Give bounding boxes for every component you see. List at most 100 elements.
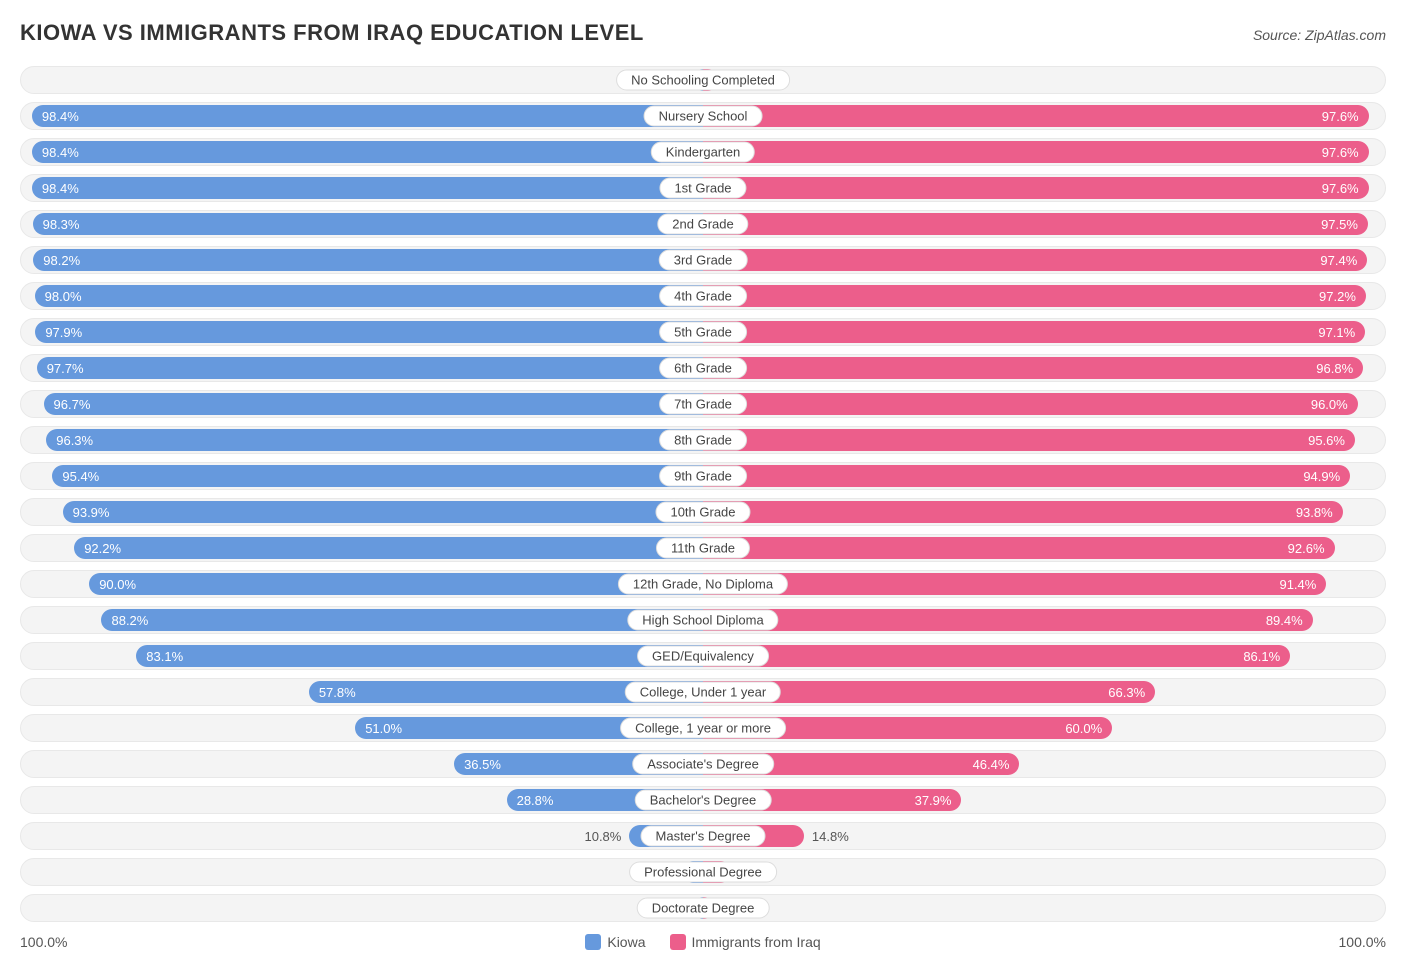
bar-right-value: 97.5%: [1321, 217, 1358, 232]
category-label: 12th Grade, No Diploma: [618, 574, 788, 595]
bar-left: 92.2%: [74, 537, 703, 559]
legend-label-left: Kiowa: [607, 934, 645, 950]
chart-row: 98.0%97.2%4th Grade: [20, 282, 1386, 310]
bar-left: 98.0%: [35, 285, 703, 307]
chart-header: KIOWA VS IMMIGRANTS FROM IRAQ EDUCATION …: [20, 20, 1386, 46]
bar-left-value: 98.2%: [43, 253, 80, 268]
bar-right-container: 46.4%: [703, 751, 1385, 777]
bar-right: 94.9%: [703, 465, 1350, 487]
category-label: Professional Degree: [629, 862, 777, 883]
bar-left-value: 98.0%: [45, 289, 82, 304]
bar-right-container: 95.6%: [703, 427, 1385, 453]
bar-right-container: 97.6%: [703, 175, 1385, 201]
bar-left-value: 98.4%: [42, 181, 79, 196]
bar-right: 95.6%: [703, 429, 1355, 451]
bar-left-value: 93.9%: [73, 505, 110, 520]
chart-row: 96.7%96.0%7th Grade: [20, 390, 1386, 418]
bar-right-container: 97.2%: [703, 283, 1385, 309]
bar-right-value: 46.4%: [973, 757, 1010, 772]
bar-right: 97.4%: [703, 249, 1367, 271]
category-label: Kindergarten: [651, 142, 755, 163]
bar-right-value: 97.1%: [1318, 325, 1355, 340]
bar-left-container: 88.2%: [21, 607, 703, 633]
bar-left-container: 1.6%: [21, 67, 703, 93]
bar-left-container: 98.4%: [21, 103, 703, 129]
bar-left: 88.2%: [101, 609, 703, 631]
chart-row: 98.3%97.5%2nd Grade: [20, 210, 1386, 238]
bar-right-container: 1.7%: [703, 895, 1385, 921]
bar-left-value: 98.3%: [43, 217, 80, 232]
chart-axis: 100.0% Kiowa Immigrants from Iraq 100.0%: [20, 934, 1386, 950]
chart-row: 98.4% 97.6% 1st Grade: [20, 174, 1386, 202]
legend-item-right: Immigrants from Iraq: [670, 934, 821, 950]
bar-right-value: 97.2%: [1319, 289, 1356, 304]
chart-row: 96.3% 95.6%8th Grade: [20, 426, 1386, 454]
bar-right: 92.6%: [703, 537, 1335, 559]
category-label: Associate's Degree: [632, 754, 774, 775]
bar-left-container: 51.0%: [21, 715, 703, 741]
source-label: Source:: [1253, 27, 1301, 43]
bar-left-value: 88.2%: [111, 613, 148, 628]
bar-right-value: 96.0%: [1311, 397, 1348, 412]
bar-right: 96.0%: [703, 393, 1358, 415]
bar-left-value: 90.0%: [99, 577, 136, 592]
bar-left-container: 98.4%: [21, 175, 703, 201]
chart-row: 10.8%14.8%Master's Degree: [20, 822, 1386, 850]
bar-right-container: 86.1%: [703, 643, 1385, 669]
category-label: 8th Grade: [659, 430, 747, 451]
bar-right: 97.5%: [703, 213, 1368, 235]
chart-row: 98.4%97.6%Nursery School: [20, 102, 1386, 130]
bar-left: 98.4%: [32, 177, 703, 199]
bar-right: 89.4%: [703, 609, 1313, 631]
bar-left-container: 83.1%: [21, 643, 703, 669]
bar-left-value: 97.9%: [45, 325, 82, 340]
bar-left-container: 98.0%: [21, 283, 703, 309]
bar-left-container: 10.8%: [21, 823, 703, 849]
category-label: 1st Grade: [659, 178, 746, 199]
chart-row: 97.9% 97.1% 5th Grade: [20, 318, 1386, 346]
chart-row: 88.2%89.4%High School Diploma: [20, 606, 1386, 634]
bar-right-value: 96.8%: [1316, 361, 1353, 376]
bar-left-container: 3.1%: [21, 859, 703, 885]
bar-right: 97.6%: [703, 105, 1369, 127]
category-label: College, 1 year or more: [620, 718, 786, 739]
bar-left-value: 57.8%: [319, 685, 356, 700]
bar-right-container: 97.1%: [703, 319, 1385, 345]
bar-right-container: 60.0%: [703, 715, 1385, 741]
category-label: 10th Grade: [655, 502, 750, 523]
bar-right-value: 97.6%: [1322, 109, 1359, 124]
bar-left-value: 92.2%: [84, 541, 121, 556]
bar-right-value: 97.6%: [1322, 181, 1359, 196]
legend-swatch-right: [670, 934, 686, 950]
bar-right-container: 66.3%: [703, 679, 1385, 705]
bar-right-container: 92.6%: [703, 535, 1385, 561]
bar-right-container: 97.6%: [703, 139, 1385, 165]
bar-left: 96.3%: [46, 429, 703, 451]
bar-left-value-outside: 10.8%: [576, 829, 629, 844]
bar-left: 97.7%: [37, 357, 703, 379]
bar-right-container: 89.4%: [703, 607, 1385, 633]
bar-left-value: 96.3%: [56, 433, 93, 448]
bar-right-value: 91.4%: [1279, 577, 1316, 592]
bar-left-value: 98.4%: [42, 145, 79, 160]
bar-right-value: 86.1%: [1243, 649, 1280, 664]
category-label: Bachelor's Degree: [635, 790, 772, 811]
bar-left-container: 98.3%: [21, 211, 703, 237]
bar-right: 96.8%: [703, 357, 1363, 379]
category-label: College, Under 1 year: [625, 682, 781, 703]
bar-left-container: 96.3%: [21, 427, 703, 453]
chart-row: 1.5%1.7%Doctorate Degree: [20, 894, 1386, 922]
bar-right-container: 14.8%: [703, 823, 1385, 849]
axis-right-max: 100.0%: [1339, 934, 1386, 950]
category-label: 6th Grade: [659, 358, 747, 379]
category-label: 5th Grade: [659, 322, 747, 343]
legend-swatch-left: [585, 934, 601, 950]
bar-right-container: 96.0%: [703, 391, 1385, 417]
bar-left-container: 95.4%: [21, 463, 703, 489]
bar-right-value: 89.4%: [1266, 613, 1303, 628]
bar-right: 93.8%: [703, 501, 1343, 523]
source-name: ZipAtlas.com: [1305, 27, 1386, 43]
bar-left: 98.4%: [32, 141, 703, 163]
category-label: 9th Grade: [659, 466, 747, 487]
bar-right: 97.6%: [703, 141, 1369, 163]
